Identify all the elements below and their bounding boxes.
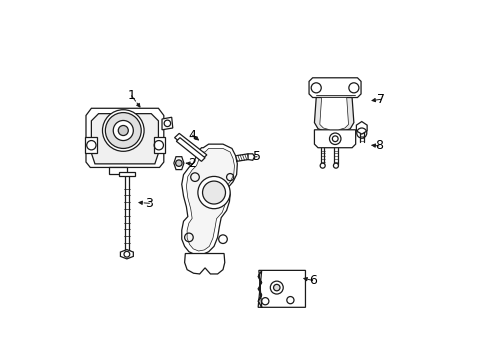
- Circle shape: [113, 121, 133, 140]
- Circle shape: [118, 126, 128, 135]
- Circle shape: [102, 110, 144, 151]
- Polygon shape: [162, 117, 172, 130]
- Polygon shape: [119, 172, 135, 176]
- Text: 3: 3: [145, 197, 153, 210]
- Polygon shape: [85, 137, 97, 153]
- Text: 6: 6: [308, 274, 316, 287]
- Text: 4: 4: [188, 129, 196, 142]
- Polygon shape: [153, 137, 164, 153]
- Polygon shape: [186, 148, 234, 251]
- Polygon shape: [314, 130, 355, 148]
- Polygon shape: [120, 249, 133, 259]
- Polygon shape: [258, 270, 305, 307]
- Text: 5: 5: [252, 150, 261, 163]
- Circle shape: [202, 181, 225, 204]
- Circle shape: [320, 163, 325, 168]
- Text: 2: 2: [188, 157, 196, 170]
- Polygon shape: [314, 98, 353, 132]
- Polygon shape: [91, 114, 158, 164]
- Text: 8: 8: [374, 139, 382, 152]
- Polygon shape: [308, 78, 360, 98]
- Polygon shape: [109, 167, 127, 174]
- Polygon shape: [176, 138, 204, 161]
- Polygon shape: [247, 154, 254, 160]
- Polygon shape: [86, 108, 163, 167]
- Polygon shape: [182, 144, 237, 255]
- Circle shape: [273, 284, 280, 291]
- Circle shape: [175, 160, 182, 166]
- Polygon shape: [184, 253, 224, 274]
- Circle shape: [270, 281, 283, 294]
- Polygon shape: [356, 122, 366, 134]
- Circle shape: [198, 176, 230, 209]
- Text: 7: 7: [376, 93, 384, 106]
- Polygon shape: [174, 134, 206, 159]
- Circle shape: [333, 163, 338, 168]
- Text: 1: 1: [127, 89, 135, 102]
- Polygon shape: [319, 98, 348, 130]
- Circle shape: [105, 113, 141, 148]
- Polygon shape: [174, 157, 183, 170]
